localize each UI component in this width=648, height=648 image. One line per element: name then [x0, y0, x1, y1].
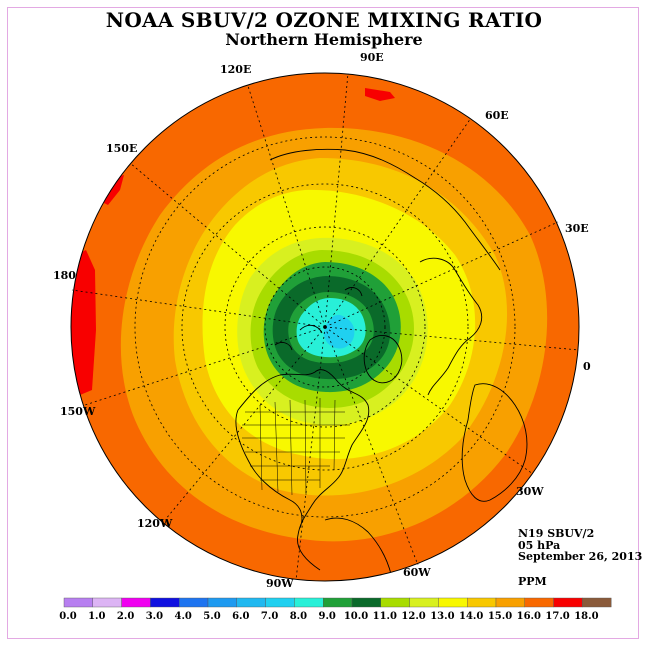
contour-core-6-7	[323, 314, 355, 349]
date-label: September 26, 2013	[518, 550, 643, 563]
coastlines	[235, 148, 528, 579]
lon-label-150e: 150E	[106, 142, 137, 155]
coastline-africa	[461, 383, 528, 502]
lon-label-120w: 120W	[137, 517, 173, 530]
contour-max-east	[365, 88, 395, 101]
unit-label: PPM	[518, 575, 547, 588]
satellite-label: N19 SBUV/2	[518, 527, 595, 540]
contour-max-west	[71, 250, 96, 395]
coastline-north-america	[235, 369, 370, 571]
coastline-asia	[269, 148, 501, 271]
coastline-south-america	[324, 517, 393, 579]
coastline-europe	[419, 257, 483, 396]
figure-frame	[7, 7, 639, 639]
pressure-level-label: 05 hPa	[518, 539, 561, 552]
lon-label-180: 180	[53, 269, 76, 282]
map-subtitle: Northern Hemisphere	[225, 30, 423, 49]
state-boundaries	[242, 398, 350, 496]
coastline-arctic-islands	[274, 287, 363, 351]
lon-label-150w: 150W	[60, 405, 96, 418]
longitude-labels: 90E 60E 30E 0 30W 60W 90W 120W 150W 180 …	[53, 51, 591, 590]
lon-label-90w: 90W	[266, 577, 294, 590]
lon-label-30w: 30W	[516, 485, 544, 498]
lon-label-60w: 60W	[403, 566, 431, 579]
lon-label-30e: 30E	[565, 222, 589, 235]
map-boundary	[70, 72, 580, 582]
lon-label-120e: 120E	[220, 63, 251, 76]
map-title: NOAA SBUV/2 OZONE MIXING RATIO	[105, 8, 543, 32]
lon-label-90e: 90E	[360, 51, 384, 64]
graticule	[71, 72, 580, 581]
lon-label-60e: 60E	[485, 109, 509, 122]
lon-label-0: 0	[583, 360, 591, 373]
coastline-greenland	[363, 334, 403, 384]
